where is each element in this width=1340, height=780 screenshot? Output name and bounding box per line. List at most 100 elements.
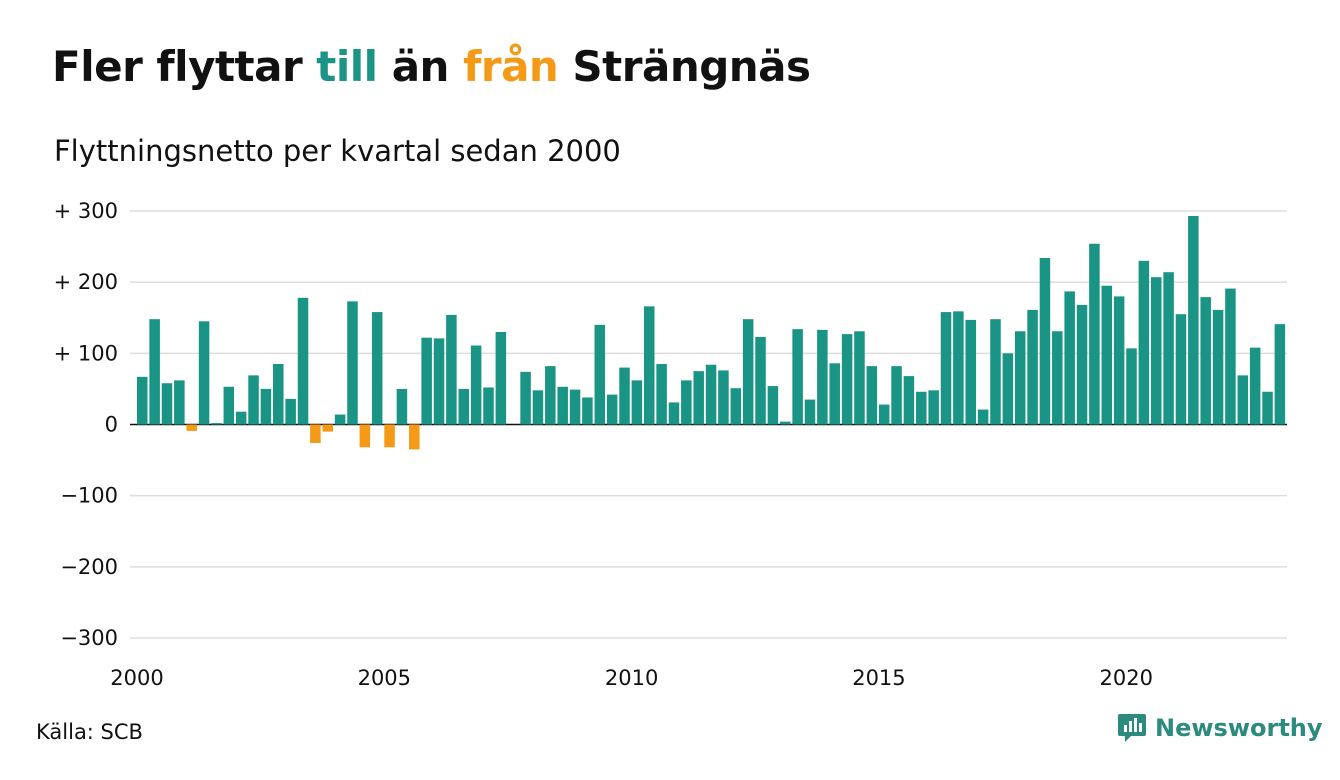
bar[interactable] <box>1014 331 1026 425</box>
chart-subtitle: Flyttningsnetto per kvartal sedan 2000 <box>54 134 621 168</box>
bar[interactable] <box>891 366 902 425</box>
bar[interactable] <box>396 388 408 425</box>
bar[interactable] <box>916 391 927 425</box>
bar[interactable] <box>569 389 581 425</box>
bar[interactable] <box>137 376 148 425</box>
bar[interactable] <box>334 414 346 425</box>
bar[interactable] <box>1274 324 1286 425</box>
bar[interactable] <box>1175 314 1187 425</box>
bar[interactable] <box>1163 272 1174 425</box>
bar[interactable] <box>681 380 692 425</box>
bar[interactable] <box>953 311 964 425</box>
bar[interactable] <box>1089 243 1100 425</box>
bar[interactable] <box>1101 285 1113 425</box>
bar[interactable] <box>1076 304 1088 425</box>
bar[interactable] <box>1126 348 1137 425</box>
bar[interactable] <box>767 386 779 425</box>
bars-group <box>137 215 1286 450</box>
bar[interactable] <box>384 424 395 448</box>
bar[interactable] <box>1113 296 1125 425</box>
y-tick-label: 0 <box>105 413 118 437</box>
bar[interactable] <box>841 334 853 425</box>
bar[interactable] <box>248 375 259 425</box>
bar[interactable] <box>977 409 989 425</box>
bar[interactable] <box>1262 391 1273 425</box>
bar[interactable] <box>656 364 667 425</box>
bar[interactable] <box>619 367 630 425</box>
bar[interactable] <box>446 314 457 425</box>
bar[interactable] <box>433 338 445 425</box>
bar[interactable] <box>198 321 210 425</box>
bar[interactable] <box>223 386 235 425</box>
bar[interactable] <box>1188 215 1199 425</box>
bar[interactable] <box>458 388 470 425</box>
bar[interactable] <box>161 383 173 425</box>
bar[interactable] <box>940 312 952 425</box>
bar[interactable] <box>643 306 655 425</box>
bar[interactable] <box>730 388 742 425</box>
bar[interactable] <box>631 380 643 425</box>
bar[interactable] <box>668 402 680 425</box>
bar[interactable] <box>297 297 309 425</box>
bar[interactable] <box>483 387 494 425</box>
bar[interactable] <box>755 336 766 425</box>
bar[interactable] <box>149 319 160 425</box>
bar[interactable] <box>322 424 333 432</box>
y-tick-label: −300 <box>60 626 118 650</box>
bar[interactable] <box>1249 347 1261 425</box>
bar[interactable] <box>285 398 296 425</box>
bar[interactable] <box>866 366 878 425</box>
bar[interactable] <box>520 371 531 425</box>
bar[interactable] <box>742 319 754 425</box>
bar[interactable] <box>582 397 593 425</box>
bar[interactable] <box>780 421 791 425</box>
bar[interactable] <box>1200 297 1211 425</box>
bar[interactable] <box>211 423 222 425</box>
bar[interactable] <box>878 404 890 425</box>
chart-title: Fler flyttar till än från Strängnäs <box>52 42 811 91</box>
bar[interactable] <box>990 319 1001 425</box>
bar[interactable] <box>174 380 185 425</box>
bar[interactable] <box>829 363 840 425</box>
bar[interactable] <box>792 329 803 425</box>
bar[interactable] <box>718 370 729 425</box>
brand-logo[interactable]: Newsworthy <box>1117 712 1323 744</box>
bar[interactable] <box>1027 309 1038 425</box>
y-axis-labels: + 300 + 200 + 100 0 −100 −200 −300 <box>54 199 118 650</box>
bar[interactable] <box>310 424 321 444</box>
bar[interactable] <box>1225 288 1236 425</box>
bar[interactable] <box>693 371 704 425</box>
bar[interactable] <box>347 301 358 425</box>
bar[interactable] <box>817 329 828 425</box>
bar[interactable] <box>557 386 568 425</box>
bar[interactable] <box>495 331 507 425</box>
bar[interactable] <box>409 424 420 450</box>
bar[interactable] <box>235 411 247 425</box>
bar[interactable] <box>606 394 618 425</box>
bar[interactable] <box>1150 277 1162 425</box>
bar[interactable] <box>903 376 915 425</box>
bar[interactable] <box>854 331 865 425</box>
title-part-5: Strängnäs <box>558 42 811 91</box>
bar[interactable] <box>928 390 939 425</box>
bar[interactable] <box>1237 375 1249 425</box>
bar[interactable] <box>532 390 544 425</box>
bar[interactable] <box>371 312 383 425</box>
bar[interactable] <box>260 388 272 425</box>
bar[interactable] <box>594 324 606 425</box>
bar[interactable] <box>1039 257 1051 425</box>
bar[interactable] <box>1212 309 1224 425</box>
bar[interactable] <box>359 424 371 448</box>
bar[interactable] <box>1052 331 1063 425</box>
bar[interactable] <box>965 319 976 425</box>
bar[interactable] <box>1002 353 1014 425</box>
bar[interactable] <box>421 337 432 425</box>
bar[interactable] <box>545 366 556 425</box>
bar[interactable] <box>470 345 482 425</box>
bar[interactable] <box>705 364 717 425</box>
bar[interactable] <box>1064 291 1075 425</box>
bar[interactable] <box>186 424 197 431</box>
bar[interactable] <box>273 364 284 425</box>
bar[interactable] <box>804 399 816 425</box>
bar[interactable] <box>1138 260 1150 425</box>
